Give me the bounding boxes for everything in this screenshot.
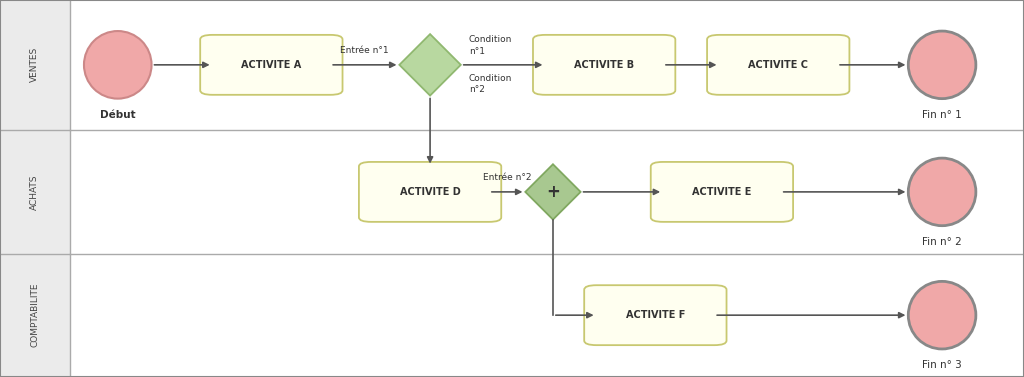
Text: Fin n° 1: Fin n° 1 [923, 110, 962, 120]
Text: Fin n° 3: Fin n° 3 [923, 360, 962, 370]
FancyBboxPatch shape [532, 35, 676, 95]
Bar [0, 254, 70, 377]
Text: ACTIVITE C: ACTIVITE C [749, 60, 808, 70]
Text: Entrée n°1: Entrée n°1 [341, 46, 389, 55]
Text: VENTES: VENTES [31, 47, 39, 83]
FancyBboxPatch shape [201, 35, 342, 95]
Bar [70, 0, 1024, 130]
Text: ACTIVITE E: ACTIVITE E [692, 187, 752, 197]
Polygon shape [525, 164, 581, 219]
Ellipse shape [908, 281, 976, 349]
Ellipse shape [908, 158, 976, 226]
Polygon shape [399, 34, 461, 95]
Text: +: + [546, 183, 560, 201]
Text: ACHATS: ACHATS [31, 174, 39, 210]
Text: COMPTABILITE: COMPTABILITE [31, 283, 39, 348]
FancyBboxPatch shape [358, 162, 502, 222]
Text: ACTIVITE A: ACTIVITE A [242, 60, 301, 70]
Bar [70, 254, 1024, 377]
Text: Début: Début [100, 110, 135, 120]
FancyBboxPatch shape [584, 285, 727, 345]
Text: ACTIVITE F: ACTIVITE F [626, 310, 685, 320]
Bar [0, 130, 70, 254]
FancyBboxPatch shape [651, 162, 793, 222]
Text: Condition
n°2: Condition n°2 [469, 74, 512, 94]
Bar [70, 130, 1024, 254]
Text: Condition
n°1: Condition n°1 [469, 35, 512, 56]
Ellipse shape [908, 31, 976, 99]
Bar [0, 0, 70, 130]
Text: ACTIVITE D: ACTIVITE D [399, 187, 461, 197]
FancyBboxPatch shape [707, 35, 850, 95]
Text: Entrée n°2: Entrée n°2 [483, 173, 531, 182]
Ellipse shape [84, 31, 152, 99]
Text: Fin n° 2: Fin n° 2 [923, 237, 962, 247]
Text: ACTIVITE B: ACTIVITE B [574, 60, 634, 70]
